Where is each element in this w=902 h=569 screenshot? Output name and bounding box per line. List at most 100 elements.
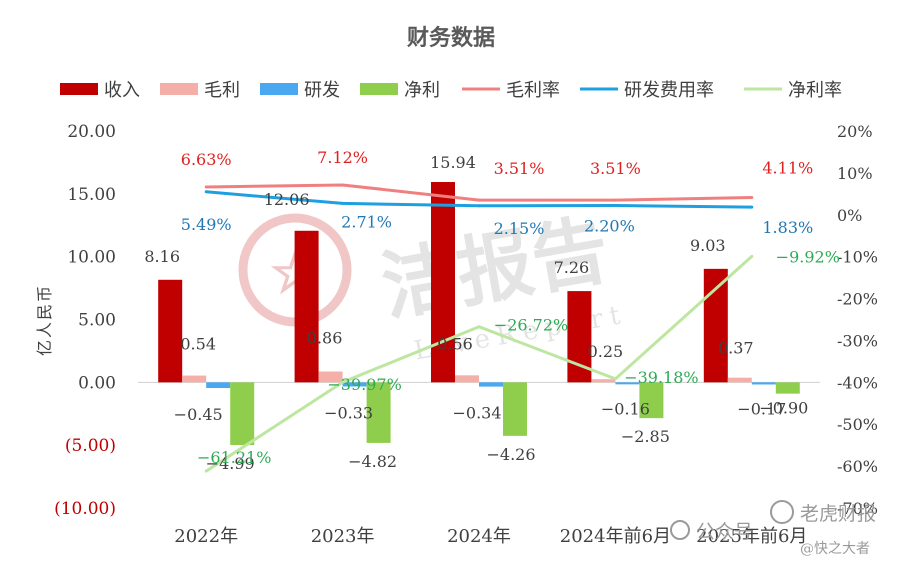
y2-tick-label: -60% bbox=[837, 457, 878, 476]
bar-label: 12.06 bbox=[264, 190, 310, 209]
legend: 收入 毛利 研发 净利 毛利率 研发费用率 净利率 bbox=[60, 80, 842, 101]
legend-label: 研发费用率 bbox=[624, 80, 714, 101]
bar-label: 8.16 bbox=[144, 247, 180, 266]
y-tick-label: 20.00 bbox=[67, 122, 116, 142]
y2-tick-label: -40% bbox=[837, 373, 878, 392]
y2-tick-label: 20% bbox=[837, 122, 873, 141]
line-point-毛利率 bbox=[750, 196, 754, 200]
line-label: 4.11% bbox=[762, 159, 813, 178]
bar-label: 0.25 bbox=[588, 342, 624, 361]
y2-tick-label: -20% bbox=[837, 290, 878, 309]
line-point-研发费用率 bbox=[477, 204, 481, 208]
x-tick-label: 2023年 bbox=[311, 526, 375, 547]
y2-tick-label: -10% bbox=[837, 248, 878, 267]
bar-收入-2025年前6月 bbox=[703, 268, 728, 383]
bar-series-group bbox=[158, 182, 800, 446]
bar-label: −0.17 bbox=[737, 399, 786, 418]
bar-label: −4.99 bbox=[206, 454, 255, 473]
bar-label: −4.82 bbox=[348, 452, 397, 471]
y2-tick-label: -70% bbox=[837, 499, 878, 518]
legend-label: 毛利 bbox=[204, 80, 240, 101]
legend-label: 净利 bbox=[404, 80, 440, 101]
bar-label: −0.90 bbox=[759, 399, 808, 418]
wechat-icon bbox=[670, 520, 690, 540]
bar-毛利-2024年前6月 bbox=[591, 379, 616, 383]
line-point-净利率 bbox=[750, 254, 754, 258]
credit-overlay: 老虎财报 公众号 @快之大者 bbox=[670, 500, 876, 557]
line-label: 2.20% bbox=[584, 217, 635, 236]
bar-label: 15.94 bbox=[430, 153, 476, 172]
legend-swatch bbox=[360, 83, 398, 95]
bar-收入-2022年 bbox=[158, 279, 183, 383]
bar-研发-2022年 bbox=[206, 382, 231, 388]
bar-label: 0.37 bbox=[718, 339, 754, 358]
line-series-group bbox=[204, 183, 754, 473]
x-tick-label: 2022年 bbox=[174, 526, 238, 547]
bar-净利-2024年 bbox=[503, 382, 527, 436]
x-axis: 2022年 2023年 2024年 2024年前6月 2025年前6月 bbox=[174, 526, 807, 547]
legend-swatch bbox=[260, 83, 298, 95]
line-point-研发费用率 bbox=[750, 205, 754, 209]
bar-研发-2025年前6月 bbox=[751, 382, 776, 385]
data-labels: 8.16 12.06 15.94 7.26 9.03 0.54 0.86 0.56 0.25 0.… bbox=[144, 148, 840, 473]
line-label: −61.21% bbox=[197, 448, 271, 467]
bar-研发-2024年前6月 bbox=[615, 382, 640, 385]
line-point-研发费用率 bbox=[204, 190, 208, 194]
credit-icon bbox=[770, 500, 794, 524]
y2-tick-label: 0% bbox=[837, 206, 862, 225]
line-label: 2.15% bbox=[494, 219, 545, 238]
bar-label: −0.45 bbox=[174, 405, 223, 424]
y-tick-label: (5.00) bbox=[65, 436, 116, 456]
legend-swatch bbox=[160, 83, 198, 95]
bar-毛利-2024年 bbox=[455, 375, 479, 383]
bar-label: 9.03 bbox=[690, 236, 726, 255]
line-label: 3.51% bbox=[590, 159, 641, 178]
line-label: 1.83% bbox=[762, 218, 813, 237]
y-tick-label: (10.00) bbox=[54, 499, 116, 519]
x-tick-label: 2024年前6月 bbox=[560, 526, 671, 547]
line-point-毛利率 bbox=[341, 183, 345, 187]
legend-label: 毛利率 bbox=[506, 80, 560, 101]
line-point-净利率 bbox=[613, 377, 617, 381]
line-point-毛利率 bbox=[613, 198, 617, 202]
y2-tick-label: -50% bbox=[837, 415, 878, 434]
bar-收入-2023年 bbox=[294, 230, 319, 383]
y-tick-label: 15.00 bbox=[67, 185, 116, 205]
bar-label: −2.85 bbox=[621, 427, 670, 446]
legend-label: 净利率 bbox=[788, 80, 842, 101]
y-tick-label: 0.00 bbox=[78, 373, 116, 393]
line-label: 6.63% bbox=[181, 150, 232, 169]
line-label: −26.72% bbox=[494, 316, 568, 335]
bar-收入-2024年 bbox=[431, 182, 455, 383]
bar-label: −0.34 bbox=[452, 404, 501, 423]
y2-tick-label: 10% bbox=[837, 164, 873, 183]
credit-handle: 老虎财报 bbox=[800, 503, 876, 525]
line-label: 5.49% bbox=[181, 215, 232, 234]
line-point-净利率 bbox=[204, 469, 208, 473]
y-tick-label: 5.00 bbox=[78, 311, 116, 331]
bar-label: −0.33 bbox=[324, 403, 373, 422]
line-label: −39.97% bbox=[327, 375, 401, 394]
bar-净利-2023年 bbox=[366, 382, 391, 443]
bar-label: −0.16 bbox=[601, 399, 650, 418]
line-point-净利率 bbox=[477, 325, 481, 329]
line-point-毛利率 bbox=[477, 198, 481, 202]
y-axis-right: 20% 10% 0% -10% -20% -30% -40% -50% -60% -70% bbox=[837, 122, 878, 518]
bar-研发-2024年 bbox=[479, 382, 503, 387]
bar-毛利-2023年 bbox=[318, 371, 343, 383]
line-point-研发费用率 bbox=[341, 201, 345, 205]
bar-label: −4.26 bbox=[486, 445, 535, 464]
bar-净利-2025年前6月 bbox=[775, 382, 800, 394]
line-label: 3.51% bbox=[494, 159, 545, 178]
credit-account: @快之大者 bbox=[800, 541, 870, 557]
y2-tick-label: -30% bbox=[837, 331, 878, 350]
legend-label: 收入 bbox=[104, 80, 140, 101]
bar-label: 7.26 bbox=[554, 258, 590, 277]
line-point-研发费用率 bbox=[613, 204, 617, 208]
line-point-毛利率 bbox=[204, 185, 208, 189]
x-tick-label: 2025年前6月 bbox=[696, 526, 807, 547]
line-label: 2.71% bbox=[341, 212, 392, 231]
bar-毛利-2022年 bbox=[182, 375, 207, 383]
bar-净利-2022年 bbox=[230, 382, 255, 446]
line-label: 7.12% bbox=[317, 148, 368, 167]
